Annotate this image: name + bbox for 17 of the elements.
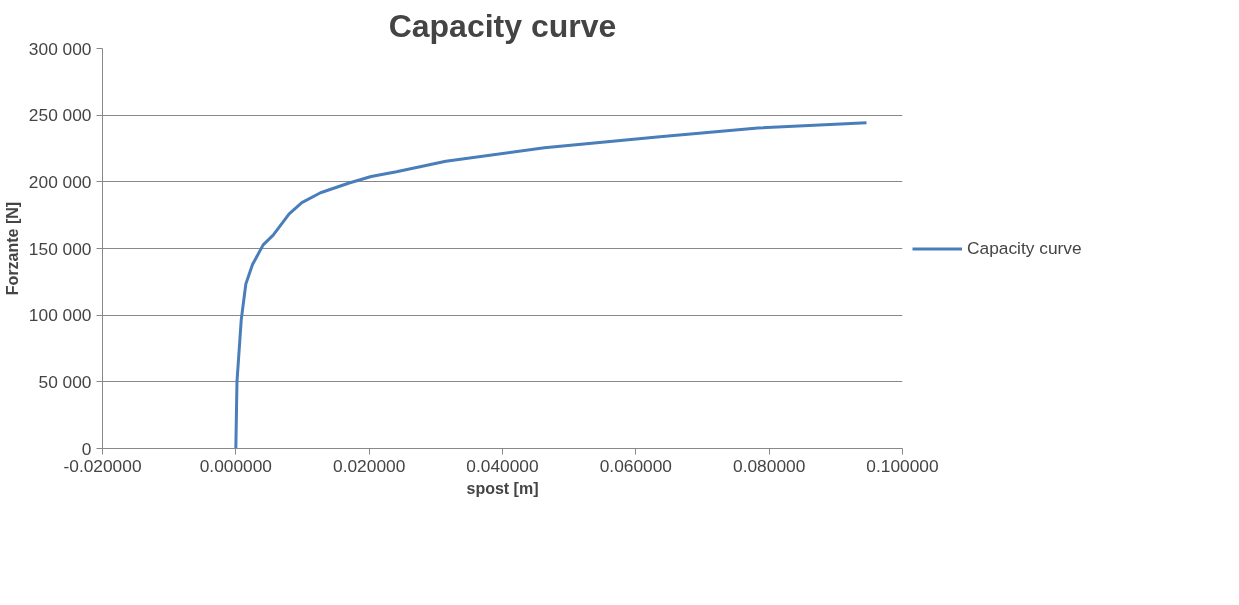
y-axis-title: Forzante [N] (3, 201, 21, 296)
y-tick-label: 50 000 (38, 371, 92, 392)
x-tick-label: 0.080000 (733, 455, 806, 476)
y-tick-label: 300 000 (28, 38, 92, 59)
x-axis-title: spost [m] (466, 479, 539, 497)
x-tick-label: 0.040000 (466, 455, 539, 476)
x-tick-label: 0.100000 (866, 455, 939, 476)
x-tick-label: 0.020000 (333, 455, 406, 476)
x-tick-label: 0.000000 (199, 455, 272, 476)
y-tick-label: 100 000 (28, 305, 92, 326)
chart-title: Capacity curve (388, 7, 617, 44)
legend-label: Capacity curve (967, 237, 1082, 259)
x-tick-label: 0.060000 (599, 455, 672, 476)
y-tick-label: 150 000 (28, 238, 92, 259)
line-series (234, 121, 868, 449)
y-tick-label: 200 000 (28, 171, 92, 192)
y-tick-label: 250 000 (28, 105, 92, 126)
